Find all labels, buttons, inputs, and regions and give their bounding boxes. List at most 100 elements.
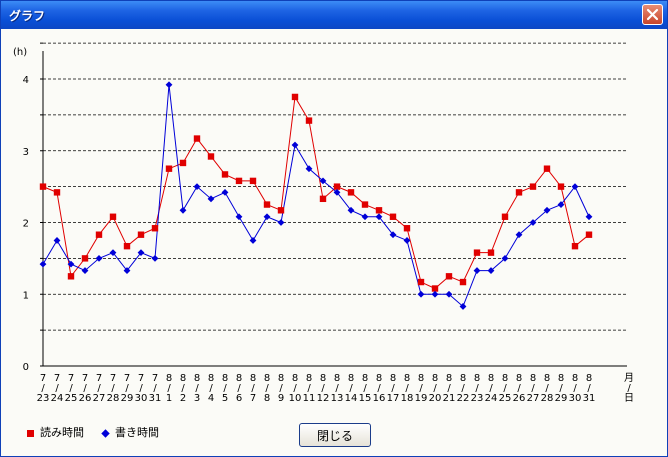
x-tick-label: 7/23 xyxy=(37,373,50,404)
x-tick-day: 30 xyxy=(135,393,148,404)
x-tick-month: 8 xyxy=(446,373,452,384)
x-tick-separator: / xyxy=(265,383,269,394)
title-bar[interactable]: グラフ xyxy=(1,1,667,29)
x-tick-day: 24 xyxy=(485,393,498,404)
y-tick-label: 1 xyxy=(23,290,29,301)
series-line-reading xyxy=(42,95,590,290)
close-button[interactable]: 閉じる xyxy=(299,423,371,447)
data-point-writing xyxy=(389,231,397,239)
x-tick-day: 29 xyxy=(121,393,134,404)
y-tick-label: 2 xyxy=(23,219,29,230)
diamond-marker-icon xyxy=(101,428,110,438)
data-point-reading xyxy=(529,183,537,190)
x-tick-day: 25 xyxy=(499,393,512,404)
data-point-reading xyxy=(361,201,369,208)
data-point-writing xyxy=(487,267,495,274)
x-tick-label: 8/15 xyxy=(359,373,372,404)
data-point-writing xyxy=(333,188,341,196)
close-window-button[interactable] xyxy=(642,4,663,25)
x-tick-day: 9 xyxy=(278,393,284,404)
data-point-reading xyxy=(179,159,187,167)
x-tick-separator: / xyxy=(419,383,423,394)
x-tick-month: 8 xyxy=(544,373,550,384)
x-tick-label: 7/30 xyxy=(135,373,148,404)
data-point-writing xyxy=(515,231,523,239)
data-point-reading xyxy=(403,225,411,232)
x-tick-label: 8/25 xyxy=(499,373,512,404)
x-tick-day: 23 xyxy=(471,393,484,404)
data-point-writing xyxy=(473,267,481,274)
x-tick-month: 7 xyxy=(124,373,130,384)
data-point-reading xyxy=(137,231,145,238)
x-tick-label: 8/3 xyxy=(194,373,200,404)
data-point-writing xyxy=(249,237,257,244)
x-tick-separator: / xyxy=(349,383,353,394)
x-tick-day: 10 xyxy=(289,393,302,404)
y-tick-label: 3 xyxy=(23,147,29,158)
x-tick-separator: / xyxy=(573,383,577,394)
x-tick-separator: / xyxy=(461,383,465,394)
x-axis-label-part: / xyxy=(627,383,631,394)
x-tick-separator: / xyxy=(363,383,367,394)
data-point-writing xyxy=(431,290,439,298)
x-tick-day: 30 xyxy=(569,393,582,404)
x-tick-separator: / xyxy=(335,383,339,394)
x-tick-month: 8 xyxy=(572,373,578,384)
x-tick-label: 8/6 xyxy=(236,373,242,404)
data-point-reading xyxy=(417,278,425,286)
x-tick-month: 8 xyxy=(460,373,466,384)
data-point-writing xyxy=(501,254,509,262)
x-tick-label: 7/24 xyxy=(51,373,64,404)
data-point-reading xyxy=(557,183,565,190)
x-tick-month: 8 xyxy=(488,373,494,384)
x-tick-day: 28 xyxy=(541,393,554,404)
x-tick-month: 8 xyxy=(306,373,312,384)
data-point-reading xyxy=(305,117,313,124)
data-point-writing xyxy=(67,260,75,268)
x-tick-separator: / xyxy=(125,383,129,394)
data-point-reading xyxy=(571,242,579,250)
x-tick-label: 8/29 xyxy=(555,373,568,404)
x-tick-separator: / xyxy=(223,383,227,394)
x-tick-month: 7 xyxy=(82,373,88,384)
x-tick-label: 8/17 xyxy=(387,373,400,404)
data-point-reading xyxy=(151,225,159,232)
x-tick-separator: / xyxy=(181,383,185,394)
window-title: グラフ xyxy=(9,9,46,23)
data-point-reading xyxy=(501,213,509,220)
data-point-writing xyxy=(445,290,453,298)
x-tick-separator: / xyxy=(377,383,381,394)
data-point-writing xyxy=(123,267,131,274)
data-point-reading xyxy=(431,285,439,292)
x-tick-label: 8/28 xyxy=(541,373,554,404)
x-tick-separator: / xyxy=(405,383,409,394)
x-tick-month: 8 xyxy=(348,373,354,384)
x-tick-separator: / xyxy=(153,383,157,394)
x-tick-separator: / xyxy=(447,383,451,394)
series-lines xyxy=(42,84,590,308)
close-icon xyxy=(646,8,659,21)
x-tick-label: 8/30 xyxy=(569,373,582,404)
x-tick-day: 19 xyxy=(415,393,428,404)
data-point-writing xyxy=(543,206,551,214)
x-tick-label: 8/31 xyxy=(583,373,596,404)
x-tick-day: 8 xyxy=(264,393,270,404)
x-tick-separator: / xyxy=(391,383,395,394)
data-point-reading xyxy=(333,183,341,190)
x-tick-separator: / xyxy=(587,383,591,394)
data-point-reading xyxy=(515,189,523,196)
data-point-reading xyxy=(123,242,131,250)
data-point-reading xyxy=(249,177,257,185)
legend-label-reading: 読み時間 xyxy=(40,426,84,439)
x-tick-day: 12 xyxy=(317,393,330,404)
data-point-reading xyxy=(459,278,467,286)
data-point-reading xyxy=(263,201,271,208)
series-markers xyxy=(39,81,593,310)
data-point-reading xyxy=(221,171,229,178)
data-point-writing xyxy=(81,267,89,274)
x-tick-separator: / xyxy=(489,383,493,394)
x-tick-day: 26 xyxy=(79,393,92,404)
x-tick-month: 8 xyxy=(558,373,564,384)
data-point-writing xyxy=(305,165,313,173)
